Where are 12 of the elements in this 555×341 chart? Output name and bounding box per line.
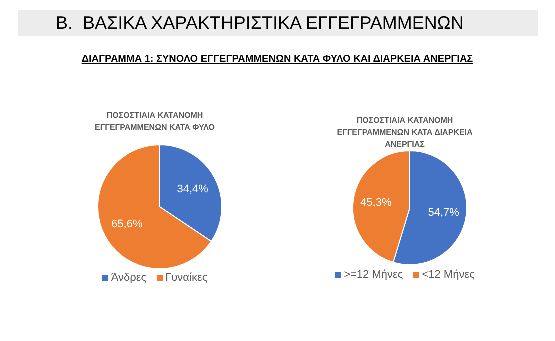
data-label: 34,4% bbox=[177, 183, 209, 196]
legend-label: Γυναίκες bbox=[164, 272, 208, 284]
data-label: 45,3% bbox=[360, 196, 392, 209]
text: Β. ΒΑΣΙΚΑ ΧΑΡΑΚΤΗΡΙΣΤΙΚΑ ΕΓΓΕΓΡΑΜΜΕΝΩΝ bbox=[18, 10, 538, 36]
chart-title: ΠΟΣΟΣΤΙΑΙΑ ΚΑΤΑΝΟΜΗ ΕΓΓΕΓΡΑΜΜΕΝΩΝ ΚΑΤΑ ΔΙΑΡΚΕΙΑ ΑΝΕΡΓΙΑΣ bbox=[336, 115, 474, 149]
legend-label: >=12 Μήνες bbox=[343, 269, 404, 281]
data-label: 65,6% bbox=[112, 218, 143, 231]
chart-title: ΠΟΣΟΣΤΙΑΙΑ ΚΑΤΑΝΟΜΗ ΕΓΓΕΓΡΑΜΜΕΝΩΝ ΚΑΤΑ ΦΥΛΟ bbox=[94, 110, 216, 134]
data-label: 54,7% bbox=[428, 207, 460, 220]
legend-label: Άνδρες bbox=[110, 272, 147, 284]
legend-label: <12 Μήνες bbox=[421, 269, 475, 281]
text: ΔΙΑΓΡΑΜΜΑ 1: ΣΥΝΟΛΟ ΕΓΓΕΓΡΑΜΜΕΝΩΝ ΚΑΤΑ ΦΥΛΟ ΚΑΙ ΔΙΑΡΚΕΙΑ ΑΝΕΡΓΙΑΣ bbox=[80, 54, 474, 65]
